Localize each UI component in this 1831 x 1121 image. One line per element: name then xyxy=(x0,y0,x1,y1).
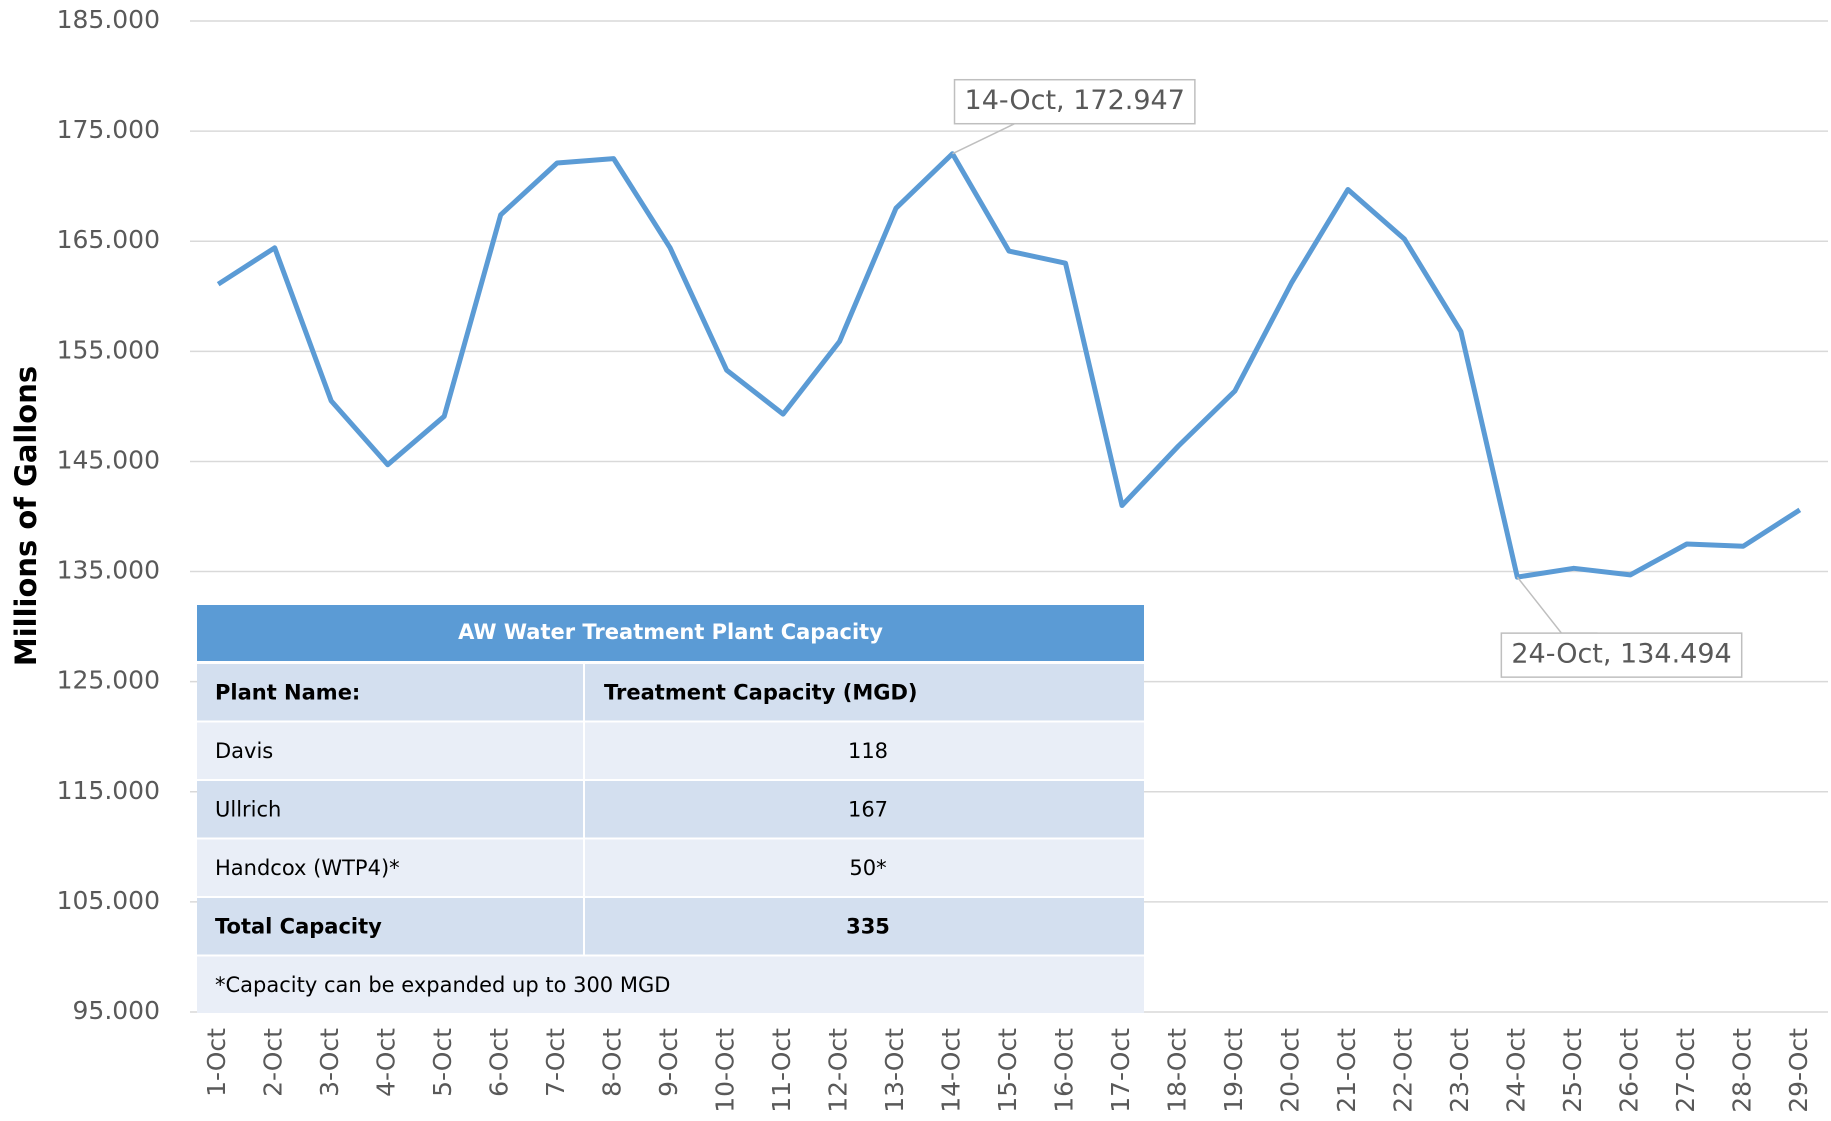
x-tick-label: 9-Oct xyxy=(654,1028,683,1097)
y-tick-label: 155.000 xyxy=(57,335,160,364)
data-label: 14-Oct, 172.947 xyxy=(965,85,1185,116)
table-row-bg xyxy=(197,898,1144,955)
y-axis-label: Millions of Gallons xyxy=(9,366,43,666)
table-cell: Total Capacity xyxy=(215,914,382,938)
x-tick-label: 3-Oct xyxy=(315,1028,344,1097)
y-tick-label: 95.000 xyxy=(73,996,160,1025)
y-tick-label: 165.000 xyxy=(57,225,160,254)
table-row-bg xyxy=(197,781,1144,838)
table-cell: Davis xyxy=(215,739,273,763)
table-footnote-bg xyxy=(197,956,1144,1013)
table-cell: 335 xyxy=(846,914,890,938)
table-cell: Handcox (WTP4)* xyxy=(215,856,400,880)
x-tick-label: 15-Oct xyxy=(993,1028,1022,1113)
y-tick-label: 125.000 xyxy=(57,666,160,695)
x-tick-label: 24-Oct xyxy=(1501,1028,1530,1113)
x-tick-label: 23-Oct xyxy=(1445,1028,1474,1113)
x-tick-label: 21-Oct xyxy=(1332,1028,1361,1113)
x-tick-label: 29-Oct xyxy=(1784,1028,1813,1113)
x-tick-label: 12-Oct xyxy=(824,1028,853,1113)
x-tick-label: 18-Oct xyxy=(1162,1028,1191,1113)
x-tick-label: 16-Oct xyxy=(1049,1028,1078,1113)
table-row-bg xyxy=(197,722,1144,779)
table-cell: Treatment Capacity (MGD) xyxy=(604,680,917,704)
x-tick-label: 22-Oct xyxy=(1388,1028,1417,1113)
table-cell: 50* xyxy=(849,856,886,880)
table-cell: Plant Name: xyxy=(215,680,360,704)
data-line xyxy=(216,151,1802,580)
data-callout: 24-Oct, 134.494 xyxy=(1500,576,1743,678)
x-tick-label: 5-Oct xyxy=(428,1028,457,1097)
data-label: 24-Oct, 134.494 xyxy=(1511,639,1731,670)
y-tick-label: 175.000 xyxy=(57,115,160,144)
x-tick-label: 19-Oct xyxy=(1219,1028,1248,1113)
x-tick-label: 27-Oct xyxy=(1671,1028,1700,1113)
x-tick-label: 6-Oct xyxy=(485,1028,514,1097)
y-tick-label: 145.000 xyxy=(57,445,160,474)
x-tick-label: 14-Oct xyxy=(937,1028,966,1113)
x-tick-label: 11-Oct xyxy=(767,1028,796,1113)
y-tick-label: 135.000 xyxy=(57,556,160,585)
callout-box xyxy=(953,78,1196,125)
x-tick-label: 4-Oct xyxy=(372,1028,401,1097)
x-tick-label: 1-Oct xyxy=(202,1028,231,1097)
x-tick-label: 20-Oct xyxy=(1275,1028,1304,1113)
table-title: AW Water Treatment Plant Capacity xyxy=(458,620,883,644)
x-tick-label: 17-Oct xyxy=(1106,1028,1135,1113)
y-tick-label: 115.000 xyxy=(57,776,160,805)
callout-leader xyxy=(1516,576,1598,634)
x-tick-label: 7-Oct xyxy=(541,1028,570,1097)
table-row-bg xyxy=(197,839,1144,896)
x-tick-label: 26-Oct xyxy=(1614,1028,1643,1113)
callout-box xyxy=(1500,632,1743,678)
x-tick-label: 25-Oct xyxy=(1558,1028,1587,1113)
x-tick-label: 13-Oct xyxy=(880,1028,909,1113)
table-cell: Ullrich xyxy=(215,797,281,821)
x-tick-label: 8-Oct xyxy=(598,1028,627,1097)
table-title-bg xyxy=(197,605,1144,661)
table-cell: 167 xyxy=(848,797,888,821)
table-row-bg xyxy=(197,664,1144,721)
x-tick-label: 2-Oct xyxy=(259,1028,288,1097)
x-tick-label: 28-Oct xyxy=(1727,1028,1756,1113)
table-footnote: *Capacity can be expanded up to 300 MGD xyxy=(215,973,670,997)
x-tick-label: 10-Oct xyxy=(711,1028,740,1113)
y-tick-label: 185.000 xyxy=(57,5,160,34)
data-callout: 14-Oct, 172.947 xyxy=(952,78,1196,155)
table-cell: 118 xyxy=(848,739,888,763)
y-tick-label: 105.000 xyxy=(57,886,160,915)
callout-leader xyxy=(952,123,1015,155)
